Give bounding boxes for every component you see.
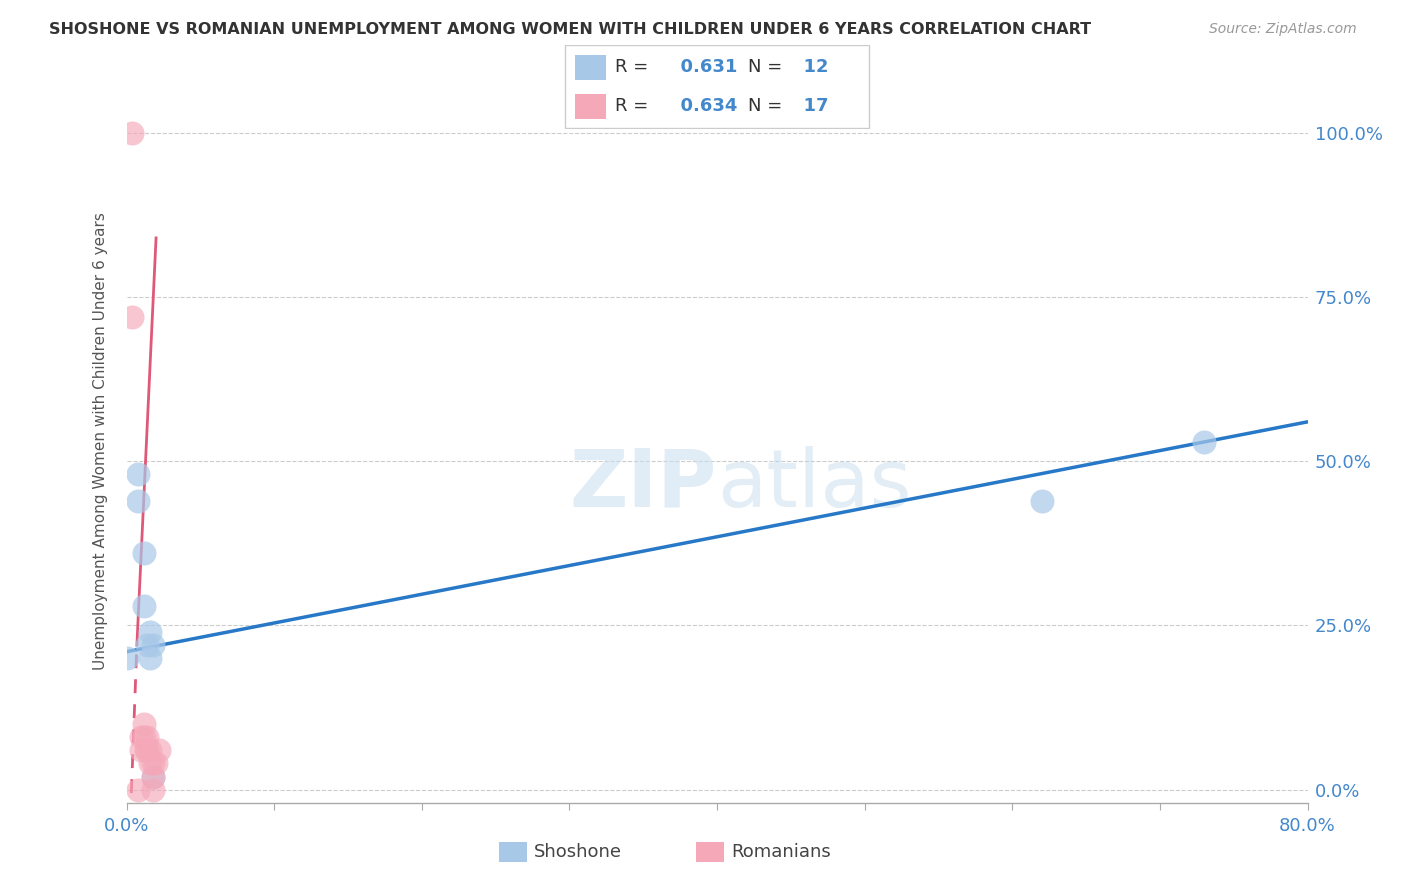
Point bbox=[134, 546, 156, 560]
Point bbox=[142, 770, 165, 784]
Text: Source: ZipAtlas.com: Source: ZipAtlas.com bbox=[1209, 22, 1357, 37]
Text: R =: R = bbox=[614, 97, 654, 115]
Point bbox=[127, 782, 149, 797]
Point bbox=[121, 310, 143, 324]
Point bbox=[136, 730, 159, 744]
Point bbox=[148, 743, 170, 757]
Text: N =: N = bbox=[748, 59, 787, 77]
Point bbox=[134, 730, 156, 744]
Point bbox=[136, 638, 159, 652]
Text: 0.631: 0.631 bbox=[668, 59, 737, 77]
Point bbox=[142, 782, 165, 797]
Point bbox=[134, 717, 156, 731]
Point bbox=[127, 467, 149, 482]
Point bbox=[135, 743, 157, 757]
Point bbox=[1192, 434, 1215, 449]
Text: R =: R = bbox=[614, 59, 654, 77]
Point bbox=[127, 493, 149, 508]
Point bbox=[139, 743, 162, 757]
Text: atlas: atlas bbox=[717, 446, 911, 524]
Text: N =: N = bbox=[748, 97, 787, 115]
FancyBboxPatch shape bbox=[565, 45, 869, 128]
Point bbox=[139, 625, 162, 640]
Point bbox=[115, 651, 138, 665]
Point bbox=[136, 743, 159, 757]
Point bbox=[139, 756, 162, 771]
Point bbox=[145, 756, 167, 771]
Point bbox=[139, 651, 162, 665]
Bar bbox=[575, 94, 606, 120]
Point bbox=[1031, 493, 1053, 508]
Text: SHOSHONE VS ROMANIAN UNEMPLOYMENT AMONG WOMEN WITH CHILDREN UNDER 6 YEARS CORREL: SHOSHONE VS ROMANIAN UNEMPLOYMENT AMONG … bbox=[49, 22, 1091, 37]
Point bbox=[142, 638, 165, 652]
Point bbox=[129, 730, 153, 744]
Text: 12: 12 bbox=[792, 59, 828, 77]
Point bbox=[142, 756, 165, 771]
Text: 17: 17 bbox=[792, 97, 828, 115]
Point bbox=[134, 599, 156, 613]
Point bbox=[121, 126, 143, 140]
Text: Shoshone: Shoshone bbox=[534, 843, 623, 861]
Text: Romanians: Romanians bbox=[731, 843, 831, 861]
Y-axis label: Unemployment Among Women with Children Under 6 years: Unemployment Among Women with Children U… bbox=[93, 212, 108, 671]
Text: ZIP: ZIP bbox=[569, 446, 717, 524]
Bar bbox=[575, 54, 606, 80]
Point bbox=[142, 770, 165, 784]
Text: 0.634: 0.634 bbox=[668, 97, 737, 115]
Point bbox=[129, 743, 153, 757]
